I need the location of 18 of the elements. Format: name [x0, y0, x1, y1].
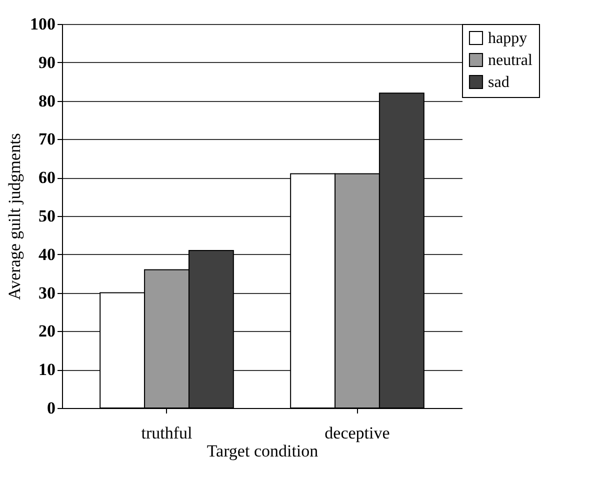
y-tick-label: 50 [38, 206, 56, 226]
legend-label: happy [488, 30, 528, 47]
x-axis-title: Target condition [206, 442, 319, 460]
y-tick-label: 30 [38, 283, 56, 302]
x-tick-label: deceptive [324, 424, 390, 442]
y-tick-label: 80 [38, 91, 56, 110]
y-tick-label: 70 [38, 130, 56, 149]
legend-label: sad [488, 74, 510, 91]
y-tick-label: 40 [38, 244, 56, 264]
y-tick-label: 60 [38, 168, 56, 188]
y-tick-label: 0 [47, 398, 56, 418]
y-tick-label: 90 [38, 52, 56, 72]
y-tick-label: 20 [38, 322, 56, 341]
legend-label: neutral [488, 52, 533, 69]
y-tick-label: 10 [38, 360, 56, 380]
x-tick-label: truthful [141, 424, 193, 442]
y-tick-label: 100 [30, 14, 56, 34]
y-axis-title: Average guilt judgments [5, 133, 24, 300]
